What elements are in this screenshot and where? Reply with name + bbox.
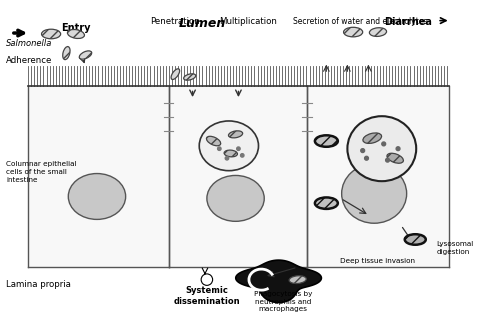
Text: Secretion of water and electrolytes: Secretion of water and electrolytes	[293, 17, 427, 26]
Circle shape	[382, 142, 386, 146]
Text: Multiplication: Multiplication	[219, 17, 277, 26]
Ellipse shape	[387, 153, 403, 163]
Circle shape	[225, 157, 228, 160]
Ellipse shape	[206, 136, 221, 146]
Ellipse shape	[199, 121, 259, 171]
Ellipse shape	[171, 69, 180, 79]
Polygon shape	[307, 86, 449, 267]
Circle shape	[240, 154, 244, 157]
Ellipse shape	[79, 51, 92, 59]
Circle shape	[237, 147, 240, 150]
Ellipse shape	[315, 198, 338, 209]
Ellipse shape	[289, 276, 306, 284]
Ellipse shape	[42, 29, 61, 39]
Ellipse shape	[348, 116, 416, 181]
Text: Deep tissue invasion: Deep tissue invasion	[339, 258, 414, 264]
Text: Systemic
dissemination: Systemic dissemination	[174, 286, 240, 306]
Ellipse shape	[369, 28, 387, 36]
Ellipse shape	[315, 135, 338, 147]
Ellipse shape	[63, 46, 70, 60]
Text: Lamina propria: Lamina propria	[6, 280, 71, 289]
Ellipse shape	[207, 176, 264, 221]
Ellipse shape	[224, 150, 238, 157]
Ellipse shape	[363, 133, 381, 144]
Circle shape	[201, 274, 213, 285]
Text: Salmonella: Salmonella	[6, 39, 53, 48]
Ellipse shape	[344, 27, 363, 37]
Text: Lysosomal
digestion: Lysosomal digestion	[436, 241, 474, 255]
Circle shape	[365, 156, 369, 160]
Ellipse shape	[405, 234, 426, 245]
Circle shape	[386, 158, 390, 162]
Circle shape	[396, 147, 400, 151]
Text: Columnar epithelial
cells of the small
intestine: Columnar epithelial cells of the small i…	[6, 161, 76, 182]
Text: Lumen: Lumen	[178, 17, 226, 30]
Ellipse shape	[184, 74, 196, 80]
Ellipse shape	[342, 164, 407, 223]
Ellipse shape	[68, 174, 126, 219]
Ellipse shape	[228, 131, 243, 138]
Text: Diarrhea: Diarrhea	[384, 17, 432, 27]
Polygon shape	[169, 86, 307, 267]
Text: Penetration: Penetration	[151, 17, 200, 26]
Polygon shape	[28, 86, 169, 267]
Text: Phagocytosis by
neutrophils and
macrophages: Phagocytosis by neutrophils and macropha…	[254, 291, 313, 312]
Text: Entry: Entry	[61, 23, 90, 33]
Polygon shape	[236, 260, 321, 302]
Text: Adherence: Adherence	[6, 56, 53, 65]
Circle shape	[361, 149, 365, 152]
Ellipse shape	[67, 29, 85, 39]
Circle shape	[217, 147, 221, 150]
